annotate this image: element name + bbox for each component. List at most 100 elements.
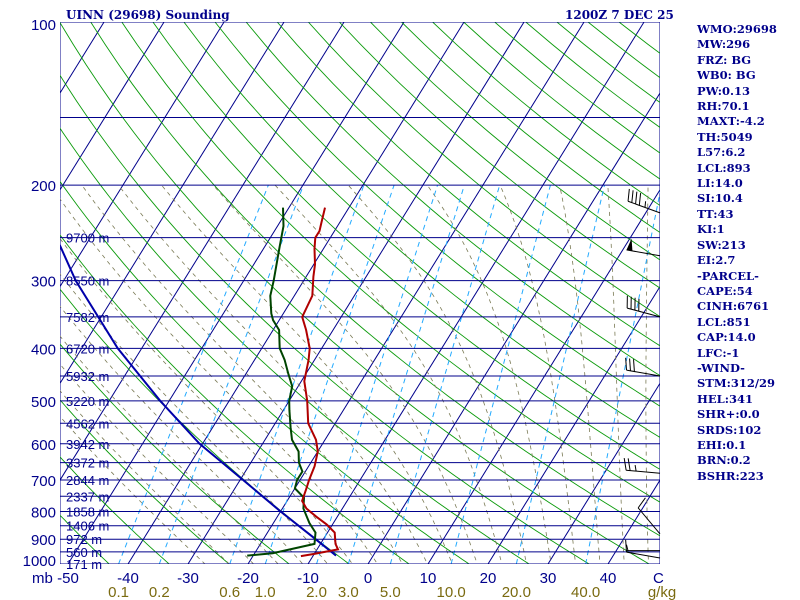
dry-adiabat — [0, 22, 61, 576]
index-line: -PARCEL- — [697, 268, 759, 283]
temperature-tick-label: 10 — [420, 570, 437, 587]
wind-barb-feather — [637, 497, 646, 509]
index-line: WB0: BG — [697, 68, 756, 83]
pressure-tick-label: 400 — [31, 341, 56, 358]
moist-adiabat — [81, 184, 403, 564]
index-line: LI:14.0 — [697, 176, 743, 191]
mixing-ratio-line — [515, 185, 605, 564]
temperature-tick-label: 40 — [600, 570, 617, 587]
wind-barb-staff — [626, 469, 661, 474]
dry-adiabat — [370, 22, 660, 261]
mixing-ratio-line — [450, 185, 551, 564]
height-label: 171 m — [66, 557, 102, 572]
wind-barb — [626, 238, 661, 257]
index-line: CINH:6761 — [697, 299, 770, 314]
temperature-unit-label: C — [653, 570, 664, 587]
wind-barb-staff — [626, 369, 661, 377]
moist-adiabat — [347, 184, 527, 564]
wind-barb — [625, 539, 661, 559]
moist-adiabat — [60, 335, 279, 564]
wind-barb-feather — [635, 191, 638, 205]
index-line: STM:312/29 — [697, 376, 776, 391]
mixing-ratio-label: 5.0 — [380, 584, 401, 600]
wind-barbs — [623, 188, 661, 559]
mixing-ratio-label: 40.0 — [571, 584, 600, 600]
height-label: 4562 m — [66, 416, 109, 431]
wind-barb-half-feather — [634, 464, 637, 472]
dry-adiabat — [60, 514, 110, 564]
index-line: EHI:0.1 — [697, 437, 747, 452]
dry-adiabat — [152, 22, 660, 470]
pressure-tick-label: 900 — [31, 532, 56, 549]
wind-barb-staff — [626, 551, 661, 559]
moist-adiabat — [118, 184, 428, 564]
pressure-tick-label: 700 — [31, 473, 56, 490]
mixing-ratio-line — [585, 190, 660, 564]
height-label: 9700 m — [66, 231, 109, 246]
dry-adiabat — [60, 180, 470, 564]
height-label: 6720 m — [66, 341, 109, 356]
mixing-ratio-label: 0.2 — [149, 584, 170, 600]
wind-barb — [625, 357, 661, 377]
dry-adiabat — [60, 456, 170, 564]
isotherm-line — [60, 22, 345, 482]
index-line: LCL:893 — [697, 160, 751, 175]
index-line: HEL:341 — [697, 391, 753, 406]
wind-barb-feather — [627, 188, 630, 202]
wind-barb-feather — [631, 190, 634, 203]
isotherm-line — [60, 22, 165, 191]
mixing-ratio-line — [347, 185, 465, 564]
index-line: BRN:0.2 — [697, 453, 751, 468]
index-line: FRZ: BG — [697, 52, 752, 67]
index-line: BSHR:223 — [697, 468, 764, 483]
wind-barb-feather — [625, 357, 628, 371]
isotherm-line — [367, 92, 660, 564]
wind-barb — [627, 188, 661, 214]
temperature-tick-label: -10 — [297, 570, 319, 587]
wind-barb-feather — [638, 193, 642, 206]
wind-barb-flag — [626, 238, 633, 251]
moist-adiabat — [60, 363, 255, 564]
station-title: UINN (29698) Sounding — [66, 8, 230, 22]
mixing-ratio-label: 0.6 — [219, 584, 240, 600]
index-line: LCL:851 — [697, 314, 751, 329]
mixing-ratio-label: 0.1 — [108, 584, 129, 600]
wind-barb-feather — [629, 358, 631, 371]
dry-adiabat — [183, 22, 660, 438]
index-line: EI:2.7 — [697, 253, 736, 268]
dewpoint-trace — [247, 207, 317, 557]
index-line: PW:0.13 — [697, 83, 751, 98]
index-line: CAPE:54 — [697, 283, 753, 298]
height-label: 1406 m — [66, 519, 109, 534]
dry-adiabat — [60, 343, 290, 564]
index-line: WMO:29698 — [697, 22, 777, 36]
dry-adiabat — [121, 22, 660, 503]
parcel-trace — [60, 243, 337, 557]
pressure-tick-label: 100 — [31, 17, 56, 34]
moist-adiabat — [426, 184, 552, 564]
temperature-tick-label: 0 — [364, 570, 372, 587]
moist-adiabat — [672, 185, 683, 575]
index-line: MAXT:-4.2 — [697, 114, 765, 129]
mixing-ratio-line — [118, 184, 269, 564]
index-line: SW:213 — [697, 237, 746, 252]
wind-barb — [623, 457, 661, 474]
dry-adiabat — [276, 22, 660, 347]
wind-barb-staff — [627, 200, 661, 214]
height-label: 3372 m — [66, 456, 109, 471]
mixing-ratio-line — [389, 185, 501, 564]
profile-layer — [60, 207, 340, 558]
index-line: TT:43 — [697, 206, 734, 221]
index-line: -WIND- — [697, 360, 745, 375]
pressure-tick-label: 1000 — [23, 553, 56, 570]
pressure-tick-label: 600 — [31, 437, 56, 454]
pressure-tick-label: 800 — [31, 504, 56, 521]
temperature-tick-label: -40 — [117, 570, 139, 587]
moist-adiabat — [645, 185, 649, 564]
moist-adiabat — [161, 184, 453, 564]
index-line: TH:5049 — [697, 129, 753, 144]
mixing-ratio-unit-label: g/kg — [648, 584, 676, 600]
index-line: CAP:14.0 — [697, 330, 756, 345]
wind-barb-staff — [627, 307, 661, 318]
